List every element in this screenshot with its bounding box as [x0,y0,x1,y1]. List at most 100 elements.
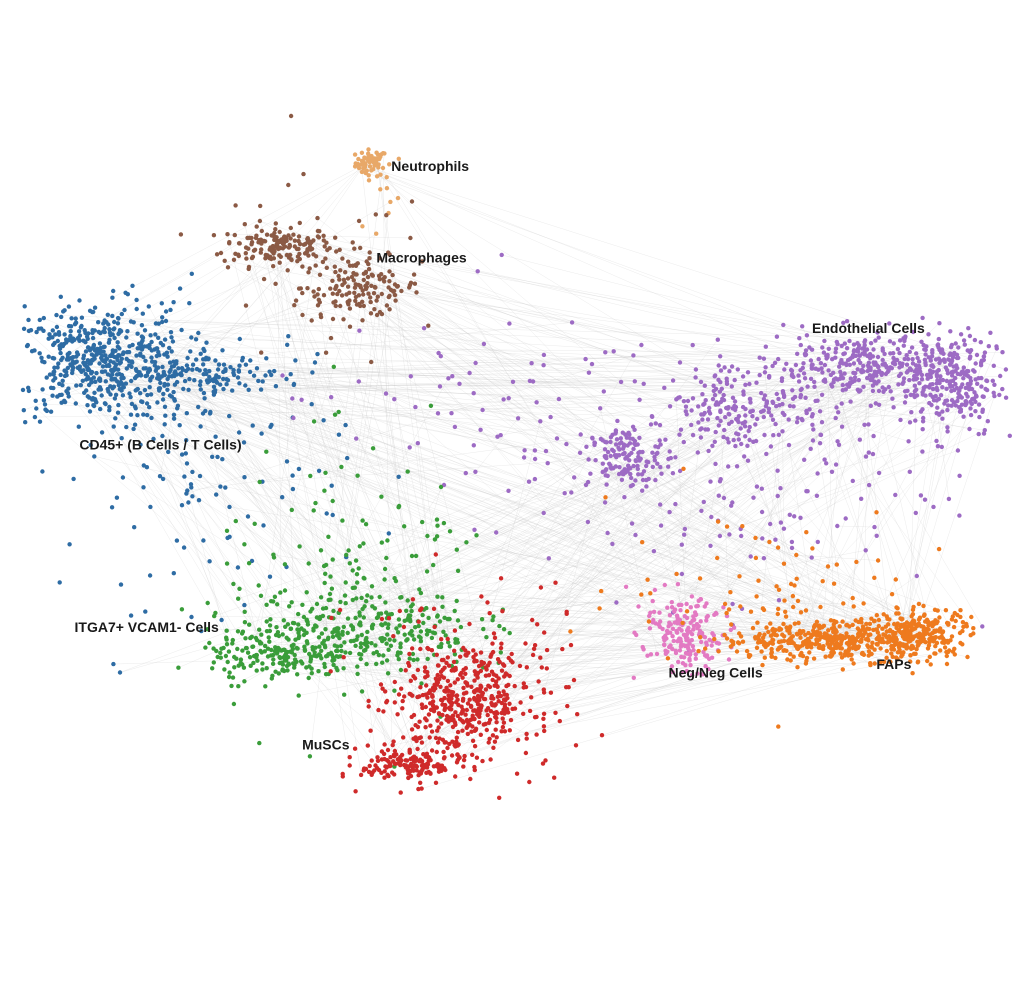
cell-point [140,335,146,340]
cell-point [907,377,912,383]
cell-point [138,351,143,356]
cell-point [60,355,65,360]
cell-point [486,683,491,688]
cell-point [243,362,249,367]
cell-point [698,435,704,440]
cell-point [629,475,634,481]
cell-point [425,762,431,767]
cell-point [714,400,719,405]
cell-point [837,376,843,381]
cell-point [355,580,360,585]
graph-edge [463,671,673,694]
cell-point [813,366,818,371]
cell-point [512,706,518,711]
cell-point [391,739,396,744]
cell-point [211,660,216,665]
cell-point [792,394,798,400]
graph-edge [94,456,479,709]
cell-point [181,545,187,550]
cell-point [25,342,30,348]
cell-point [408,678,413,683]
cell-point [481,341,487,347]
cell-point [447,644,452,649]
cell-point [413,625,418,630]
cell-point [929,402,934,408]
cell-point [961,414,966,419]
cell-point [146,304,151,309]
graph-edge [776,365,887,636]
cell-point [673,650,679,656]
graph-edge [628,349,925,469]
cell-point [928,662,933,667]
cell-point [254,637,260,643]
cell-point [291,232,296,237]
cell-point [107,337,112,343]
graph-edge [388,252,716,376]
cell-point [677,468,683,474]
cell-point [809,641,815,646]
cell-point [364,661,369,667]
graph-edge [462,641,780,712]
cell-point [386,531,391,536]
graph-edge [104,320,905,339]
graph-edge [742,411,961,424]
cell-point [521,681,526,686]
cell-point [378,682,384,687]
cell-point [396,474,401,479]
graph-edge [108,364,345,643]
cell-point [357,544,362,549]
cell-point [953,375,958,381]
cell-point [134,353,139,358]
cell-point [807,407,812,412]
cell-point [738,426,743,431]
cell-point [938,648,943,653]
cell-point [507,673,512,679]
graph-edge [800,367,871,634]
cell-point [428,771,433,776]
cell-point [889,366,894,371]
cell-point [352,746,358,751]
cell-point [523,641,528,646]
cell-point [470,738,476,743]
cell-point [37,419,43,424]
cell-point [301,171,306,177]
cell-point [734,649,740,654]
cell-point [890,396,895,401]
cell-point [121,385,127,390]
cell-point [637,449,642,455]
cell-point [91,375,97,380]
cell-point [848,376,853,381]
cell-point [790,388,795,393]
cell-point [267,639,272,644]
cell-point [382,577,387,582]
cell-point [418,608,423,613]
cell-point [314,601,320,607]
cell-point [99,369,105,374]
cell-point [455,743,461,748]
cell-point [424,605,429,611]
cell-point [935,378,940,383]
graph-edge [317,236,859,352]
cell-point [423,675,428,680]
cell-point [882,351,887,357]
cell-point [446,376,451,381]
cell-point [330,291,335,296]
cell-point [732,377,737,383]
cell-point [781,526,787,531]
cell-point [453,640,458,645]
graph-edge [358,381,898,609]
cell-point [872,647,877,652]
cell-point [976,431,981,437]
cell-point [221,376,226,382]
cell-point [124,424,129,430]
graph-edge [660,365,920,622]
cell-point [604,467,609,472]
cell-point [361,277,366,283]
cell-point [79,369,84,374]
cell-point [898,616,903,621]
graph-edge [637,371,862,445]
cell-point [871,627,876,633]
cell-point [677,626,682,631]
cell-point [388,755,393,760]
graph-edge [245,253,453,718]
